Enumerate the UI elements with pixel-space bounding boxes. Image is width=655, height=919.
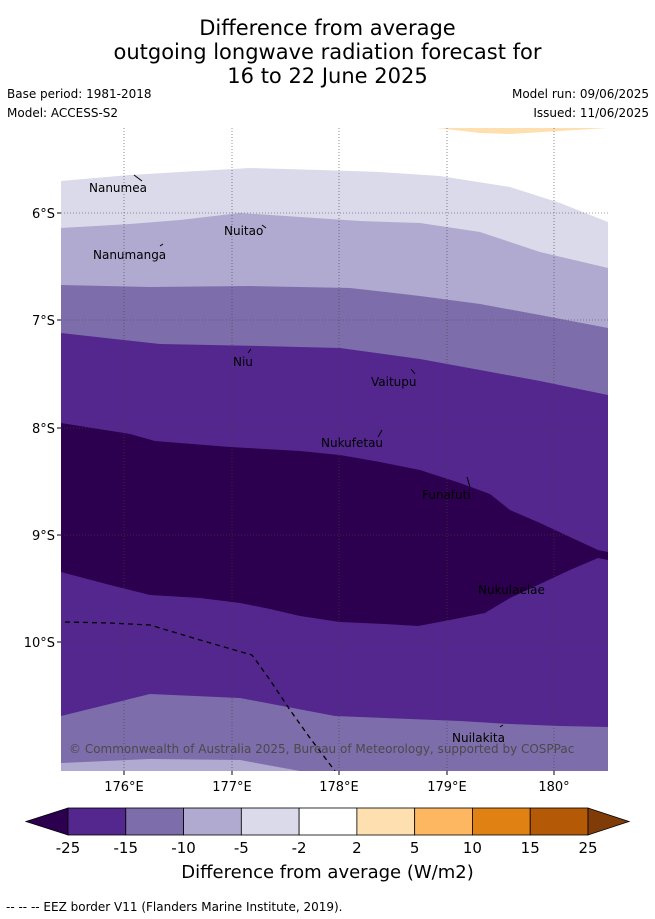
colorbar-tick-labels: -25 -15 -10 -5 -2 2 5 10 15 25 [56, 839, 598, 857]
lat-label-6s: 6°S [32, 207, 55, 222]
map-title: Difference from average outgoing longwav… [0, 16, 655, 88]
colorbar-segment [414, 807, 473, 836]
colorbar-segment [529, 807, 589, 836]
place-nanumea: Nanumea [89, 181, 147, 195]
place-nukufetau: Nukufetau [321, 436, 383, 450]
latitude-axis: 6°S 7°S 8°S 9°S 10°S [24, 207, 61, 651]
colorbar-segment [472, 807, 531, 836]
colorbar-tick-label: -10 [171, 839, 196, 857]
place-nanumanga: Nanumanga [93, 248, 166, 262]
title-line-3: 16 to 22 June 2025 [227, 64, 428, 88]
model-run: Model run: 09/06/2025 [511, 87, 649, 101]
lon-label-178e: 178°E [319, 780, 359, 795]
base-period: Base period: 1981-2018 [7, 87, 152, 101]
copyright-notice: © Commonwealth of Australia 2025, Bureau… [69, 742, 574, 756]
lat-label-7s: 7°S [32, 314, 55, 329]
colorbar-tick-label: -5 [234, 839, 249, 857]
band-below-minus25 [61, 423, 608, 626]
lon-label-180: 180° [538, 780, 569, 795]
place-labels: Nanumea Nuitao Nanumanga Niu Vaitupu Nuk… [89, 181, 545, 745]
eez-border [64, 621, 336, 771]
olr-anomaly-field: Nanumea Nuitao Nanumanga Niu Vaitupu Nuk… [61, 128, 608, 771]
band-minus5-to-minus10-south [61, 759, 300, 771]
place-niu: Niu [233, 355, 253, 369]
place-nukulaelae: Nukulaelae [478, 583, 545, 597]
colorbar-title: Difference from average (W/m2) [181, 862, 474, 883]
colorbar-tick-label: -25 [56, 839, 81, 857]
issued-date: Issued: 11/06/2025 [533, 106, 649, 120]
colorbar-tick-label: 25 [578, 839, 597, 857]
colorbar-tick-label: 2 [352, 839, 362, 857]
lat-label-9s: 9°S [32, 529, 55, 544]
colorbar-extend-low [24, 807, 69, 836]
lon-label-177e: 177°E [212, 780, 252, 795]
colorbar-segment [240, 807, 300, 836]
title-line-1: Difference from average [199, 16, 456, 40]
place-nuilakita: Nuilakita [452, 731, 505, 745]
colorbar-segment [183, 807, 242, 836]
place-vaitupu: Vaitupu [371, 375, 417, 389]
band-plus2-to-plus5 [437, 128, 608, 134]
colorbar-segment [356, 807, 416, 836]
colorbar [24, 807, 631, 836]
colorbar-segment [67, 807, 127, 836]
colorbar-tick-label: 10 [463, 839, 482, 857]
colorbar-tick-label: -15 [114, 839, 139, 857]
band-minus10-to-minus15-south [61, 694, 608, 771]
colorbar-extend-high [587, 807, 631, 836]
place-funafuti: Funafuti [422, 488, 471, 502]
colorbar-tick-label: 15 [521, 839, 540, 857]
lon-label-176e: 176°E [104, 780, 144, 795]
lon-label-179e: 179°E [427, 780, 467, 795]
place-leaders [133, 174, 504, 728]
model-name: Model: ACCESS-S2 [7, 106, 119, 120]
colorbar-segment [125, 807, 184, 836]
colorbar-segment [298, 807, 358, 836]
colorbar-tick-label: 5 [410, 839, 420, 857]
colorbar-tick-label: -2 [292, 839, 307, 857]
title-line-2: outgoing longwave radiation forecast for [113, 40, 542, 64]
graticule [61, 128, 608, 771]
eez-legend-note: -- -- -- EEZ border V11 (Flanders Marine… [6, 900, 343, 914]
lat-label-10s: 10°S [24, 636, 55, 651]
lat-label-8s: 8°S [32, 422, 55, 437]
place-nuitao: Nuitao [224, 224, 263, 238]
longitude-axis: 176°E 177°E 178°E 179°E 180° [104, 771, 570, 795]
